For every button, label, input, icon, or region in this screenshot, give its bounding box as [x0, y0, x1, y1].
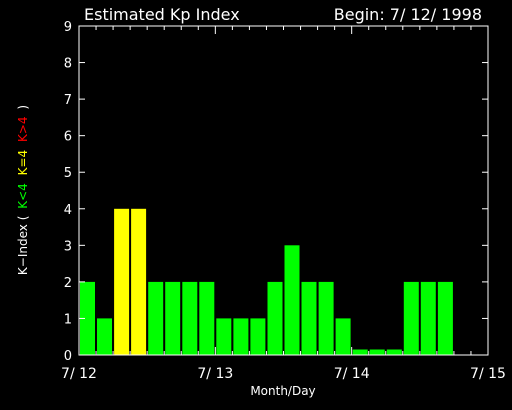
kp-bar — [369, 349, 385, 355]
kp-bar — [165, 281, 181, 355]
y-axis-label-suffix: ) — [16, 105, 30, 110]
y-tick-label: 5 — [64, 166, 72, 181]
kp-bar — [437, 281, 453, 355]
y-tick-label: 3 — [64, 239, 72, 254]
y-axis-label-low: K<4 — [16, 183, 30, 209]
kp-bar — [284, 245, 300, 355]
kp-bar — [335, 318, 351, 355]
y-tick-label: 1 — [64, 312, 72, 327]
y-tick-label: 7 — [64, 93, 72, 108]
x-tick-label: 7/ 13 — [197, 366, 233, 382]
y-axis-label: K−Index ( K<4 K=4 K>4 ) — [16, 105, 30, 275]
kp-bar — [80, 281, 95, 355]
kp-bar — [182, 281, 198, 355]
x-tick-label: 7/ 12 — [61, 366, 97, 382]
y-tick-label: 8 — [64, 57, 72, 72]
kp-bar — [301, 281, 317, 355]
kp-bar — [267, 281, 283, 355]
kp-bar — [114, 208, 130, 355]
y-tick-label: 6 — [64, 130, 72, 145]
kp-bar — [233, 318, 249, 355]
begin-date-label: Begin: 7/ 12/ 1998 — [334, 5, 482, 24]
kp-bar — [352, 349, 368, 355]
kp-bar — [318, 281, 334, 355]
y-tick-label: 2 — [64, 276, 72, 291]
x-tick-label: 7/ 15 — [470, 366, 506, 382]
kp-bar — [97, 318, 112, 355]
chart-title: Estimated Kp Index — [84, 5, 240, 24]
kp-bar — [403, 281, 419, 355]
y-tick-label: 4 — [64, 203, 72, 218]
kp-bar — [199, 281, 215, 355]
bars-group — [80, 208, 453, 355]
y-axis-label-equal: K=4 — [16, 150, 30, 176]
y-axis-label-high: K>4 — [16, 116, 30, 142]
kp-bar — [131, 208, 147, 355]
y-tick-label: 0 — [64, 349, 72, 364]
y-tick-label: 9 — [64, 20, 72, 35]
y-axis-label-prefix: K−Index ( — [16, 216, 30, 275]
kp-bar — [386, 349, 402, 355]
kp-bar — [216, 318, 232, 355]
kp-bar — [250, 318, 266, 355]
kp-bar — [420, 281, 436, 355]
x-axis-label: Month/Day — [250, 384, 315, 398]
axes-group: 0 1 2 3 4 5 6 7 8 9 7/ 12 7/ 13 7/ 14 7/ 15 — [61, 20, 506, 382]
x-tick-label: 7/ 14 — [334, 366, 370, 382]
kp-bar — [148, 281, 164, 355]
